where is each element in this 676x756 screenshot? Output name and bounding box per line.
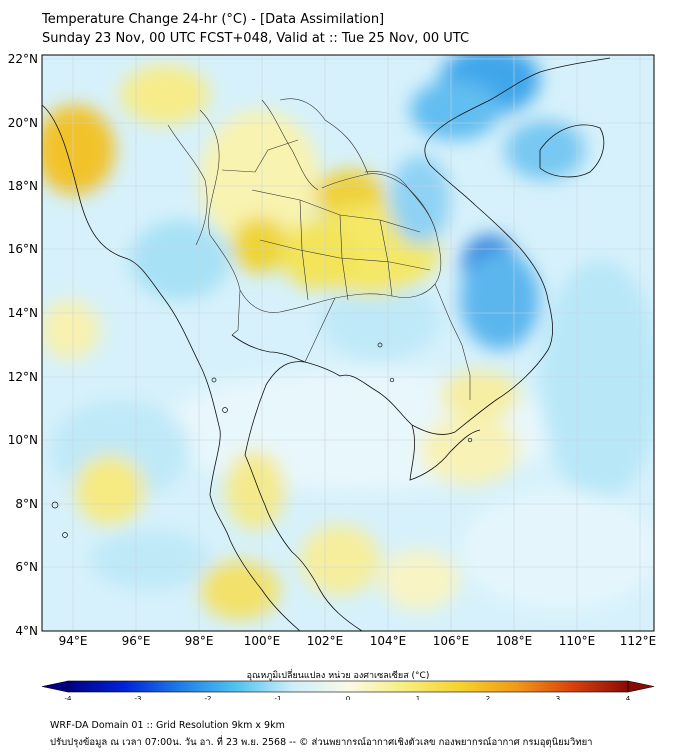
lon-label: 110°E (559, 634, 596, 648)
temperature-field (42, 55, 654, 631)
footer-model-info: WRF-DA Domain 01 :: Grid Resolution 9km … (50, 720, 285, 731)
colorbar-max-arrow (627, 680, 655, 693)
lat-label: 12°N (8, 370, 38, 384)
map-frame (41, 54, 655, 632)
lat-label: 14°N (8, 306, 38, 320)
colorbar-tick-label: -2 (205, 695, 212, 700)
longitude-axis: 94°E 96°E 98°E 100°E 102°E 104°E 106°E 1… (59, 634, 657, 648)
lat-label: 10°N (8, 433, 38, 447)
province-borders (167, 98, 471, 400)
lon-label: 112°E (620, 634, 657, 648)
colorbar-tick-label: -1 (275, 695, 282, 700)
lat-label: 22°N (8, 52, 38, 66)
lat-label: 6°N (15, 560, 38, 574)
lon-label: 98°E (185, 634, 214, 648)
lat-label: 4°N (15, 624, 38, 638)
colorbar-tick-label: 4 (626, 695, 631, 700)
colorbar-tick-label: 2 (486, 695, 490, 700)
islands (51, 342, 473, 538)
colorbar-tick-label: 1 (416, 695, 420, 700)
map-title: Temperature Change 24-hr (°C) - [Data As… (42, 12, 385, 27)
colorbar: -4 -3 -2 -1 0 1 2 3 4 (41, 680, 655, 700)
lat-label: 16°N (8, 242, 38, 256)
map-subtitle: Sunday 23 Nov, 00 UTC FCST+048, Valid at… (42, 31, 470, 46)
lon-label: 104°E (370, 634, 407, 648)
colorbar-tick-label: 3 (556, 695, 560, 700)
colorbar-min-arrow (41, 680, 69, 693)
colorbar-gradient (67, 680, 629, 693)
colorbar-tick-label: -3 (135, 695, 142, 700)
lon-label: 96°E (122, 634, 151, 648)
map-figure: 22°N 20°N 18°N 16°N 14°N 12°N 10°N 8°N 6… (8, 52, 657, 700)
footer-credit: ปรับปรุงข้อมูล ณ เวลา 07:00น. วัน อา. ที… (50, 737, 593, 748)
lat-label: 8°N (15, 497, 38, 511)
latitude-axis: 22°N 20°N 18°N 16°N 14°N 12°N 10°N 8°N 6… (8, 52, 38, 638)
lat-label: 18°N (8, 179, 38, 193)
grid-lines (42, 55, 654, 631)
lon-label: 106°E (433, 634, 470, 648)
colorbar-tick-label: -4 (65, 695, 73, 700)
colorbar-title: อุณหภูมิเปลี่ยนแปลง หน่วย องศาเซลเซียส (… (246, 671, 430, 681)
lat-label: 20°N (8, 116, 38, 130)
colorbar-tick-label: 0 (346, 695, 350, 700)
lon-label: 102°E (307, 634, 344, 648)
lon-label: 94°E (59, 634, 88, 648)
coastlines (42, 57, 611, 631)
lon-label: 100°E (244, 634, 281, 648)
lon-label: 108°E (496, 634, 533, 648)
